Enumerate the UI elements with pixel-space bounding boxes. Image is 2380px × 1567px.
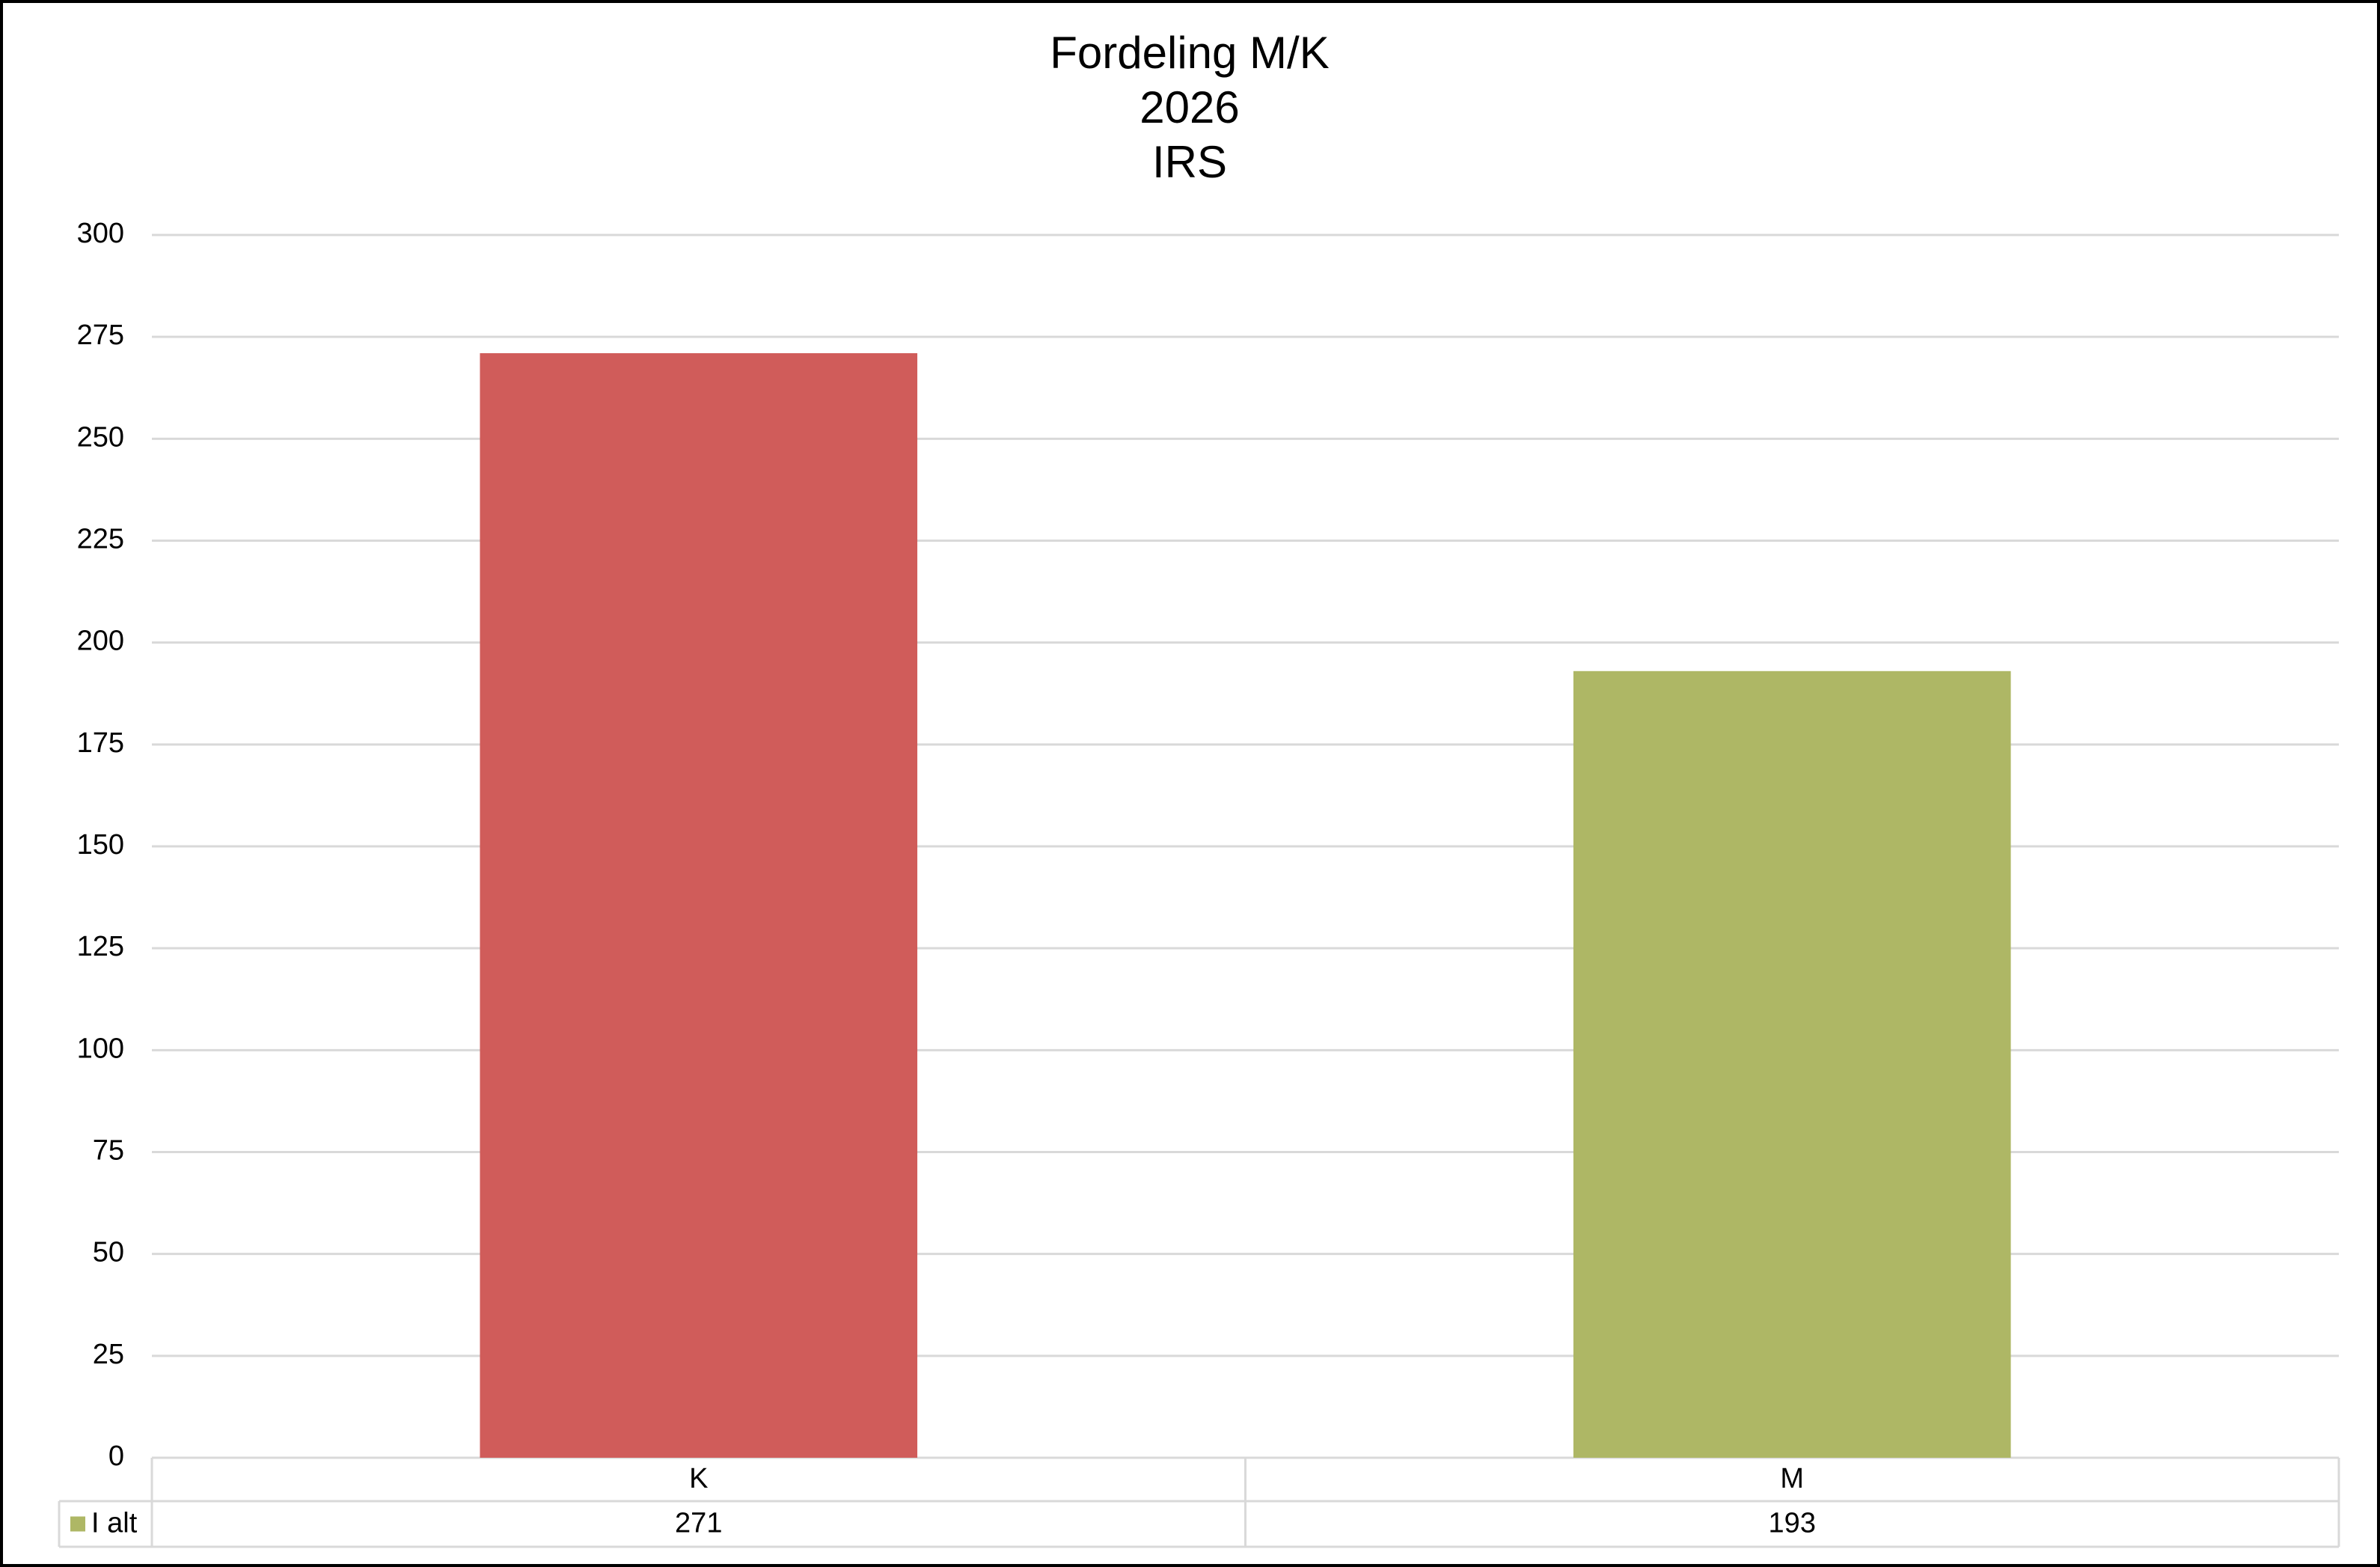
y-tick-label: 250 xyxy=(77,421,124,453)
chart-title: Fordeling M/K xyxy=(1050,28,1329,78)
y-tick-label: 150 xyxy=(77,829,124,861)
chart-title: IRS xyxy=(1152,137,1227,187)
table-value: 271 xyxy=(675,1508,722,1539)
y-tick-label: 25 xyxy=(93,1339,124,1370)
y-tick-label: 300 xyxy=(77,218,124,249)
chart-title: 2026 xyxy=(1139,82,1239,132)
y-tick-label: 275 xyxy=(77,320,124,351)
y-tick-label: 200 xyxy=(77,626,124,657)
y-tick-label: 175 xyxy=(77,727,124,759)
y-tick-label: 225 xyxy=(77,524,124,555)
legend-key xyxy=(70,1516,85,1532)
bar xyxy=(1573,671,2011,1458)
legend-label: I alt xyxy=(91,1508,138,1539)
y-tick-label: 100 xyxy=(77,1033,124,1064)
y-tick-label: 0 xyxy=(108,1441,124,1472)
y-tick-label: 75 xyxy=(93,1135,124,1167)
y-tick-label: 125 xyxy=(77,931,124,962)
x-tick-label: K xyxy=(689,1463,708,1494)
y-tick-label: 50 xyxy=(93,1237,124,1268)
x-tick-label: M xyxy=(1780,1463,1804,1494)
table-value: 193 xyxy=(1769,1508,1816,1539)
bar xyxy=(480,352,918,1458)
